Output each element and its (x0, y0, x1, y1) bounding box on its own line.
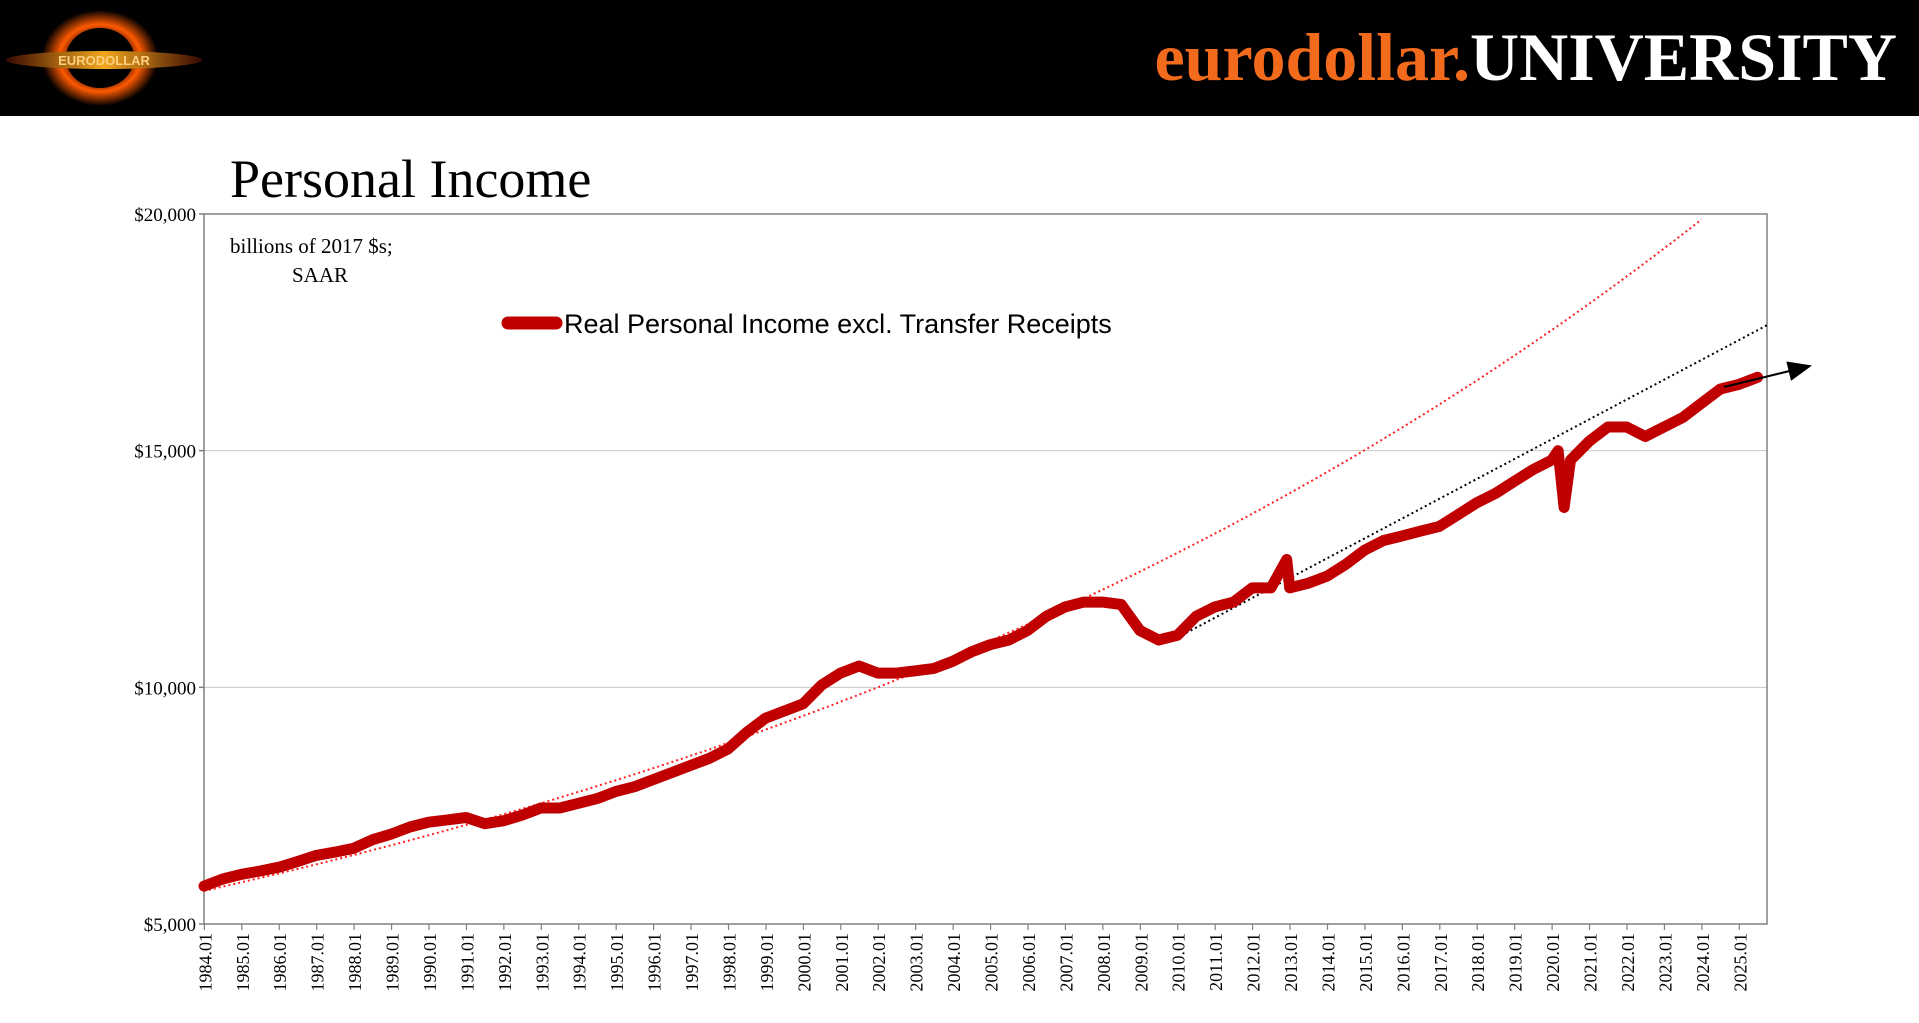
x-tick-label: 2020.01 (1543, 933, 1563, 992)
x-tick-label: 1988.01 (345, 933, 365, 992)
x-tick-label: 2010.01 (1169, 933, 1189, 992)
series-line-real-personal-income (198, 371, 1764, 892)
y-tick-label: $5,000 (144, 915, 196, 936)
y-tick-label: $15,000 (134, 442, 196, 463)
svg-text:EURODOLLAR: EURODOLLAR (58, 53, 150, 68)
x-tick-label: 2001.01 (832, 933, 852, 992)
legend-label: Real Personal Income excl. Transfer Rece… (564, 309, 1112, 339)
trend-arrow (1723, 361, 1812, 388)
x-tick-label: 1986.01 (270, 933, 290, 992)
x-tick-label: 1995.01 (607, 933, 627, 992)
x-tick-label: 1990.01 (420, 933, 440, 992)
plot-area-frame (203, 213, 1768, 925)
x-tick-label: 2025.01 (1730, 933, 1750, 992)
eurodollar-logo: EURODOLLAR (6, 10, 202, 106)
x-tick-label: 1993.01 (532, 933, 552, 992)
x-tick-label: 1989.01 (383, 933, 403, 992)
x-tick-label: 2016.01 (1393, 933, 1413, 992)
slide-title: Personal Income (230, 149, 592, 209)
header-bar: EURODOLLAR eurodollar.UNIVERSITY (0, 0, 1919, 116)
x-tick-label: 1987.01 (308, 933, 328, 992)
x-tick-label: 1991.01 (457, 933, 477, 992)
x-tick-label: 1999.01 (757, 933, 777, 992)
x-tick-label: 2013.01 (1281, 933, 1301, 992)
x-tick-label: 1985.01 (233, 933, 253, 992)
y-tick-label: $10,000 (134, 678, 196, 699)
x-tick-label: 1992.01 (495, 933, 515, 992)
x-tick-label: 2008.01 (1094, 933, 1114, 992)
x-tick-label: 2023.01 (1655, 933, 1675, 992)
x-tick-label: 1984.01 (195, 933, 215, 992)
units-line-1: billions of 2017 $s; (230, 234, 393, 258)
x-tick-label: 2018.01 (1468, 933, 1488, 992)
x-tick-label: 2017.01 (1431, 933, 1451, 992)
x-tick-label: 1997.01 (682, 933, 702, 992)
x-tick-label: 2021.01 (1581, 933, 1601, 992)
y-tick-label: $20,000 (134, 205, 196, 226)
x-tick-label: 2009.01 (1131, 933, 1151, 992)
units-note: billions of 2017 $s; SAAR (230, 232, 480, 290)
x-tick-label: 2014.01 (1318, 933, 1338, 992)
x-tick-label: 2012.01 (1244, 933, 1264, 992)
x-tick-label: 2024.01 (1693, 933, 1713, 992)
x-tick-label: 2000.01 (794, 933, 814, 992)
x-tick-label: 2007.01 (1056, 933, 1076, 992)
x-tick-label: 2004.01 (944, 933, 964, 992)
x-tick-label: 2002.01 (869, 933, 889, 992)
x-tick-label: 1996.01 (645, 933, 665, 992)
brand-wordmark: eurodollar.UNIVERSITY (1155, 12, 1898, 102)
x-tick-label: 2015.01 (1356, 933, 1376, 992)
legend: Real Personal Income excl. Transfer Rece… (501, 309, 1112, 339)
x-tick-label: 1998.01 (719, 933, 739, 992)
x-tick-label: 2003.01 (907, 933, 927, 992)
x-tick-label: 2011.01 (1206, 933, 1226, 991)
units-line-2: SAAR (292, 263, 349, 287)
x-tick-label: 2019.01 (1506, 933, 1526, 992)
x-tick-label: 2005.01 (982, 933, 1002, 992)
x-tick-label: 1994.01 (570, 933, 590, 992)
x-tick-label: 2006.01 (1019, 933, 1039, 992)
x-tick-label: 2022.01 (1618, 933, 1638, 992)
brand-eurodollar: eurodollar. (1154, 19, 1471, 95)
brand-university: UNIVERSITY (1470, 19, 1897, 95)
